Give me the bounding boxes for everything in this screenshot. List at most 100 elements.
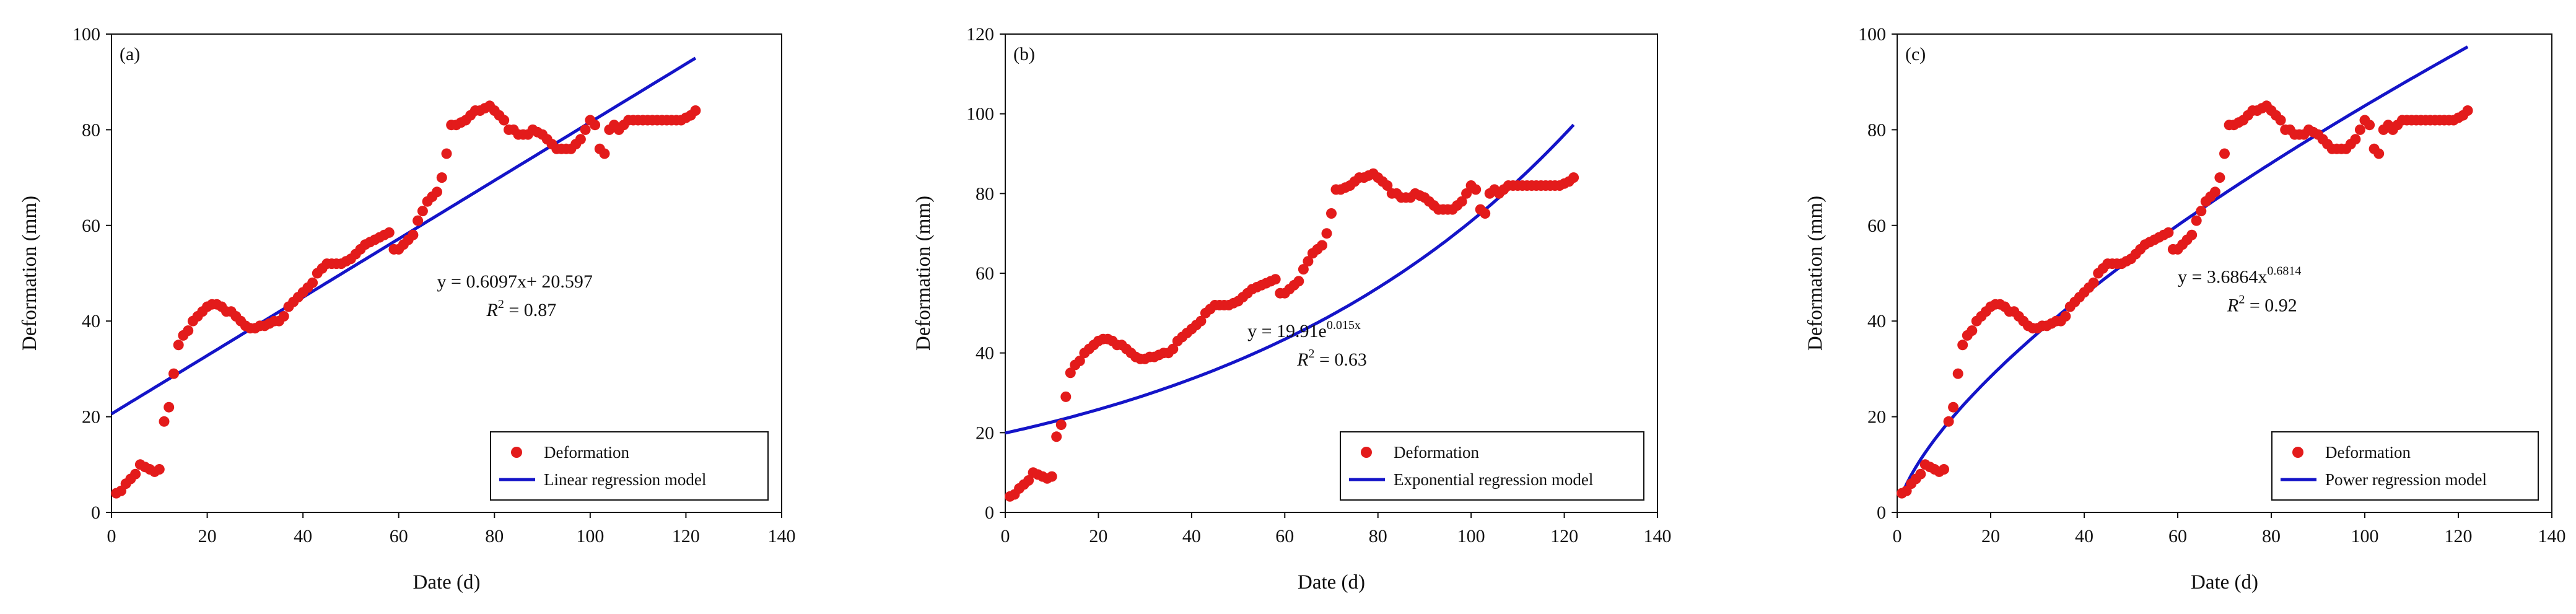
data-point [2350, 134, 2361, 145]
x-tick-label: 60 [390, 526, 408, 546]
x-tick-label: 60 [2168, 526, 2187, 546]
data-point [2060, 311, 2071, 322]
legend-box [2271, 431, 2539, 501]
data-point [2196, 206, 2207, 217]
data-point [1382, 180, 1393, 191]
data-point [2275, 115, 2286, 126]
data-point [499, 115, 510, 126]
y-tick-label: 80 [82, 120, 100, 140]
data-point [2186, 229, 2198, 240]
data-point [1051, 431, 1062, 442]
data-point [1321, 228, 1332, 239]
y-tick-label: 60 [82, 216, 100, 236]
data-point [183, 325, 194, 336]
data-point [1317, 240, 1327, 251]
data-point [1568, 172, 1579, 183]
data-point [417, 206, 428, 217]
data-point [2354, 124, 2365, 135]
legend-label-points: Deformation [544, 443, 629, 462]
legend-box [490, 431, 769, 501]
legend-marker-points [2292, 447, 2303, 458]
x-tick-label: 140 [2538, 526, 2566, 546]
x-tick-label: 100 [1457, 526, 1485, 546]
x-tick-label: 0 [1001, 526, 1010, 546]
x-tick-label: 40 [294, 526, 312, 546]
data-point [1168, 343, 1179, 354]
data-point [2219, 148, 2230, 159]
x-tick-label: 20 [198, 526, 217, 546]
plot-frame [1897, 33, 2552, 513]
data-point [159, 416, 170, 427]
r-squared-label: R2 = 0.63 [1296, 347, 1367, 370]
plot-frame [111, 33, 782, 513]
data-point [690, 105, 701, 116]
x-axis-title: Date (d) [413, 571, 480, 594]
y-axis-title: Deformation (mm) [19, 196, 41, 351]
legend-label-fit: Power regression model [2325, 470, 2487, 489]
legend: Deformation Linear regression model [490, 431, 769, 501]
fit-line [1900, 45, 2469, 496]
data-point [1967, 325, 1978, 336]
data-point [1298, 264, 1309, 275]
y-tick-label: 60 [1867, 216, 1886, 236]
data-point [590, 120, 601, 131]
data-point [1952, 368, 1963, 379]
chart-panel-2: 0 20 40 60 80 100 120 140 0 20 40 60 80 100 120 Date (d… [912, 24, 1672, 594]
data-point [599, 148, 610, 159]
data-point [1195, 315, 1207, 327]
x-tick-label: 80 [1369, 526, 1387, 546]
chart-panel-3: 0 20 40 60 80 100 120 140 0 20 40 60 80 100 Date (d) De… [1804, 24, 2566, 594]
legend-label-points: Deformation [2325, 443, 2411, 462]
data-point [2191, 215, 2202, 226]
data-point [1461, 188, 1472, 199]
data-point [154, 464, 165, 475]
equation-line: y = 19.91e0.015x [1247, 318, 1361, 341]
data-point [1023, 475, 1034, 486]
x-tick-label: 0 [107, 526, 116, 546]
legend-marker-points [1361, 447, 1372, 458]
legend-label-fit: Exponential regression model [1394, 470, 1593, 489]
legend-label-points: Deformation [1394, 443, 1479, 462]
data-point [580, 124, 591, 135]
data-point [1957, 340, 1968, 351]
data-point [1470, 184, 1482, 195]
x-tick-label: 120 [1550, 526, 1578, 546]
y-tick-label: 100 [1858, 24, 1886, 45]
panel-label: (b) [1013, 44, 1035, 64]
y-axis-title: Deformation (mm) [912, 196, 935, 351]
x-tick-label: 80 [485, 526, 504, 546]
data-point [2364, 120, 2375, 131]
data-point [432, 186, 442, 198]
x-tick-label: 40 [1182, 526, 1201, 546]
x-tick-label: 120 [2445, 526, 2473, 546]
y-tick-label: 0 [1877, 502, 1886, 523]
data-point [1939, 464, 1949, 475]
r-squared-label: R2 = 0.87 [486, 297, 557, 320]
data-point [1480, 208, 1491, 219]
legend: Deformation Exponential regression model [1340, 431, 1644, 501]
data-point [130, 468, 141, 480]
x-tick-label: 120 [672, 526, 700, 546]
panel-label: (c) [1905, 44, 1926, 64]
fit-line [110, 56, 697, 416]
y-tick-label: 60 [976, 263, 994, 284]
y-tick-label: 40 [82, 311, 100, 331]
data-point [164, 401, 175, 413]
x-tick-label: 20 [1089, 526, 1107, 546]
data-point [1943, 416, 1954, 427]
y-tick-label: 0 [91, 502, 100, 523]
data-point [575, 134, 586, 145]
y-tick-label: 0 [985, 502, 994, 523]
data-point [1456, 196, 1467, 207]
fit-line [1005, 123, 1575, 435]
y-tick-label: 100 [72, 24, 100, 45]
data-point [173, 340, 184, 351]
data-point [383, 227, 395, 238]
data-point [2209, 186, 2220, 198]
data-point [278, 311, 289, 322]
y-tick-label: 40 [976, 343, 994, 364]
x-tick-label: 140 [768, 526, 796, 546]
panel-label: (a) [120, 44, 140, 64]
x-axis-title: Date (d) [2191, 571, 2258, 594]
